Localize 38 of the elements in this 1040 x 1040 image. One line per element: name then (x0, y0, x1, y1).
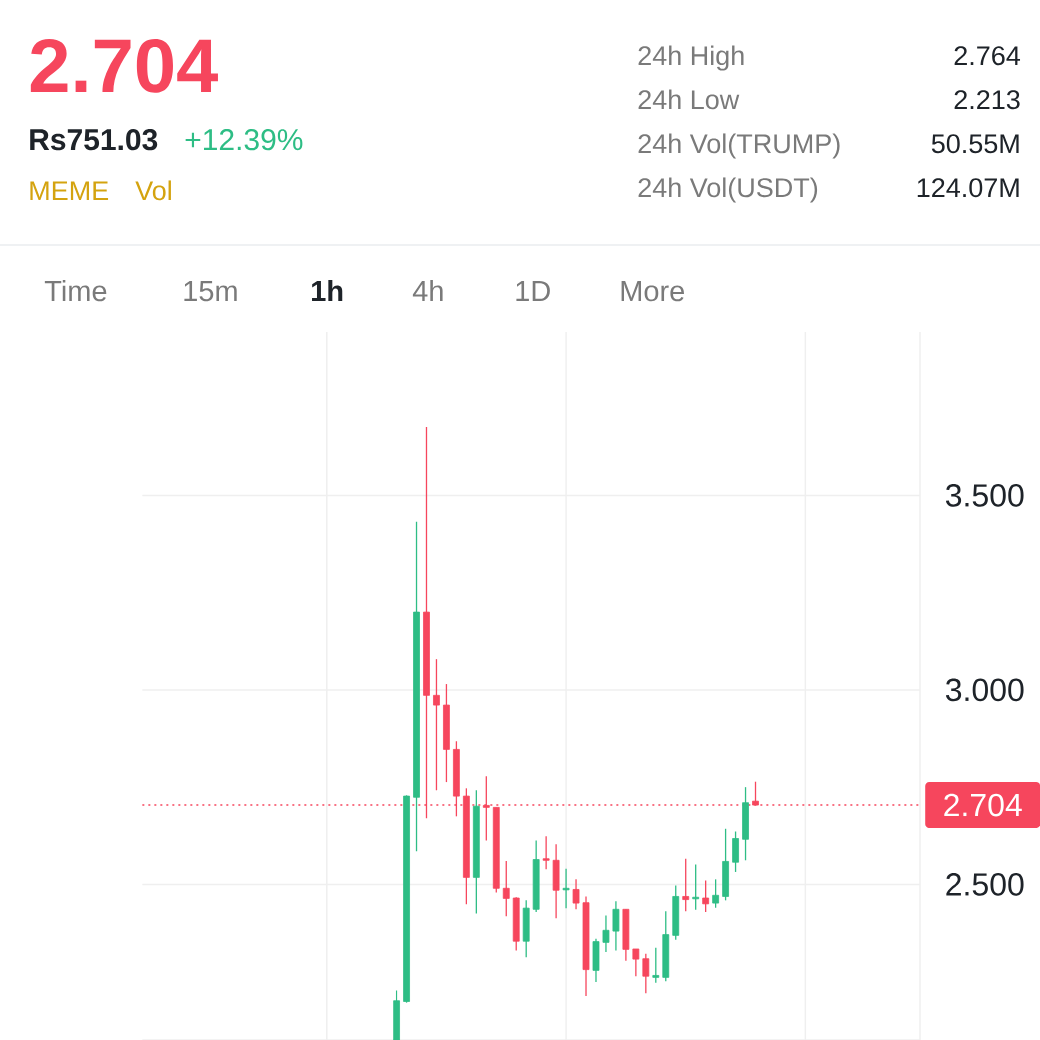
text: 2.704 (30, 38, 218, 93)
candlestick (632, 948, 640, 977)
text: Time (44, 279, 107, 302)
text: 4h (412, 279, 443, 301)
text: 50.55M (931, 134, 1019, 154)
text: 24h Vol(USDT) (638, 177, 818, 203)
text: 2.764 (954, 46, 1021, 66)
text: 24h High (638, 45, 744, 71)
text: Vol (135, 180, 171, 201)
y-tick-label: 2.500 (946, 873, 1024, 896)
candlestick (712, 878, 720, 909)
candlestick (732, 830, 739, 873)
text: Rs751.03 (30, 129, 158, 151)
candlestick (572, 878, 580, 910)
ref-line-label: 2.704 (944, 793, 1022, 817)
candlestick (562, 868, 570, 909)
candlestick (542, 835, 550, 870)
candlestick (682, 858, 690, 912)
candlestick (602, 914, 610, 953)
y-tick-label: 3.000 (945, 678, 1024, 702)
text: 2.213 (954, 90, 1020, 110)
text: 1h (312, 279, 343, 301)
text: 24h Low (638, 89, 740, 110)
candlestick (642, 953, 650, 994)
candlestick (502, 860, 510, 917)
text: MEME (30, 181, 109, 200)
text: 15m (184, 281, 237, 302)
candlestick (702, 879, 710, 913)
candlestick (612, 900, 620, 952)
text: 124.07M (917, 178, 1019, 198)
text: More (621, 281, 684, 302)
text: 24h Vol(TRUMP) (638, 133, 840, 159)
candlestick (433, 658, 440, 791)
y-tick-label: 3.500 (945, 484, 1024, 507)
text: +12.39% (185, 129, 303, 151)
candlestick (692, 863, 700, 911)
text: 1D (516, 281, 550, 301)
candlestick (652, 947, 660, 984)
